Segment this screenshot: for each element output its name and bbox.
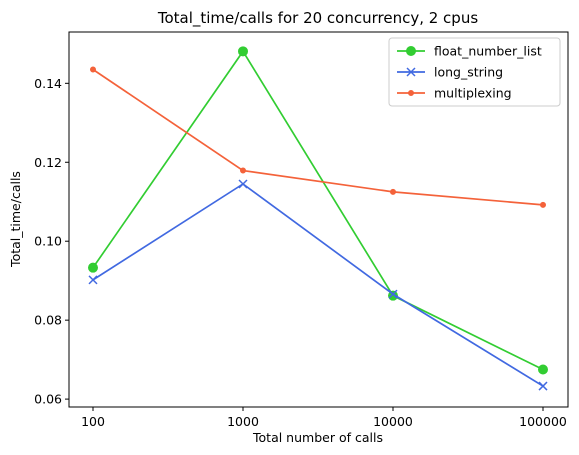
data-point <box>406 46 416 56</box>
y-axis: 0.06 0.08 0.10 0.12 0.14 <box>34 76 69 407</box>
legend-label: float_number_list <box>434 44 542 59</box>
y-tick-label: 0.12 <box>34 155 62 170</box>
y-tick-label: 0.08 <box>34 313 62 328</box>
series-line <box>92 182 544 387</box>
y-tick-label: 0.06 <box>34 392 62 407</box>
data-point-stroke <box>388 289 398 299</box>
data-point-stroke <box>88 275 98 285</box>
legend: float_number_list long_string multiplexing <box>388 37 561 107</box>
data-point-stroke <box>238 179 248 189</box>
data-point <box>388 289 398 299</box>
x-tick-label: 1000 <box>227 414 259 429</box>
data-point <box>240 167 246 174</box>
legend-item-long-string: long_string <box>397 65 503 80</box>
legend-label: long_string <box>434 65 503 80</box>
x-tick-label: 10000 <box>373 414 413 429</box>
series-multiplexing <box>90 66 546 208</box>
data-point <box>540 201 546 208</box>
data-point <box>90 66 96 73</box>
data-point <box>538 364 548 375</box>
series-layer <box>88 46 548 391</box>
data-point <box>408 90 414 96</box>
data-point <box>88 262 98 273</box>
data-point-stroke <box>406 67 416 77</box>
legend-item-multiplexing: multiplexing <box>397 86 512 101</box>
data-point-stroke <box>538 381 548 391</box>
series-line <box>92 49 544 371</box>
series-long-string <box>88 179 548 391</box>
series-float-number-list <box>88 46 548 375</box>
chart-title: Total_time/calls for 20 concurrency, 2 c… <box>157 9 478 28</box>
y-axis-title: Total_time/calls <box>8 171 23 268</box>
y-tick-label: 0.14 <box>34 76 62 91</box>
x-axis-title: Total number of calls <box>252 430 383 445</box>
legend-label: multiplexing <box>434 86 512 101</box>
data-point <box>406 67 416 77</box>
x-tick-label: 100 <box>81 414 105 429</box>
x-axis: 100 1000 10000 100000 <box>81 407 567 429</box>
data-point <box>88 275 98 285</box>
series-line <box>92 68 544 206</box>
legend-item-float-number-list: float_number_list <box>397 44 542 59</box>
data-point <box>538 381 548 391</box>
y-tick-label: 0.10 <box>34 234 62 249</box>
plot-area <box>68 31 569 408</box>
data-point <box>390 188 396 195</box>
x-tick-label: 100000 <box>519 414 567 429</box>
legend-frame <box>388 37 561 107</box>
data-point <box>238 179 248 189</box>
data-point <box>238 46 248 57</box>
